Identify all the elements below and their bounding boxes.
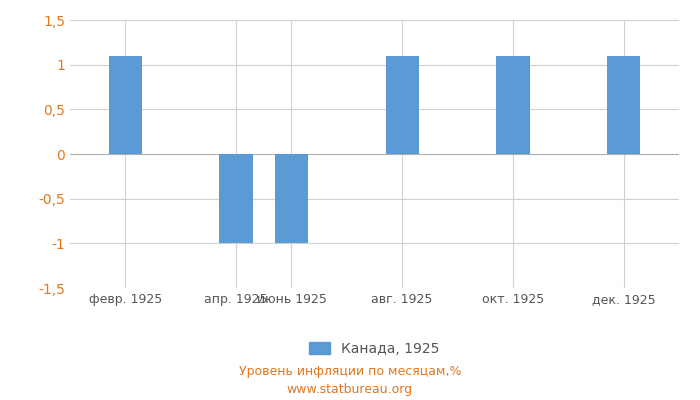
- Text: www.statbureau.org: www.statbureau.org: [287, 384, 413, 396]
- Bar: [386, 56, 419, 154]
- Bar: [108, 56, 142, 154]
- Bar: [496, 56, 529, 154]
- Bar: [220, 154, 253, 243]
- Text: Уровень инфляции по месяцам,%: Уровень инфляции по месяцам,%: [239, 366, 461, 378]
- Legend: Канада, 1925: Канада, 1925: [304, 336, 445, 362]
- Bar: [275, 154, 308, 243]
- Bar: [607, 56, 640, 154]
